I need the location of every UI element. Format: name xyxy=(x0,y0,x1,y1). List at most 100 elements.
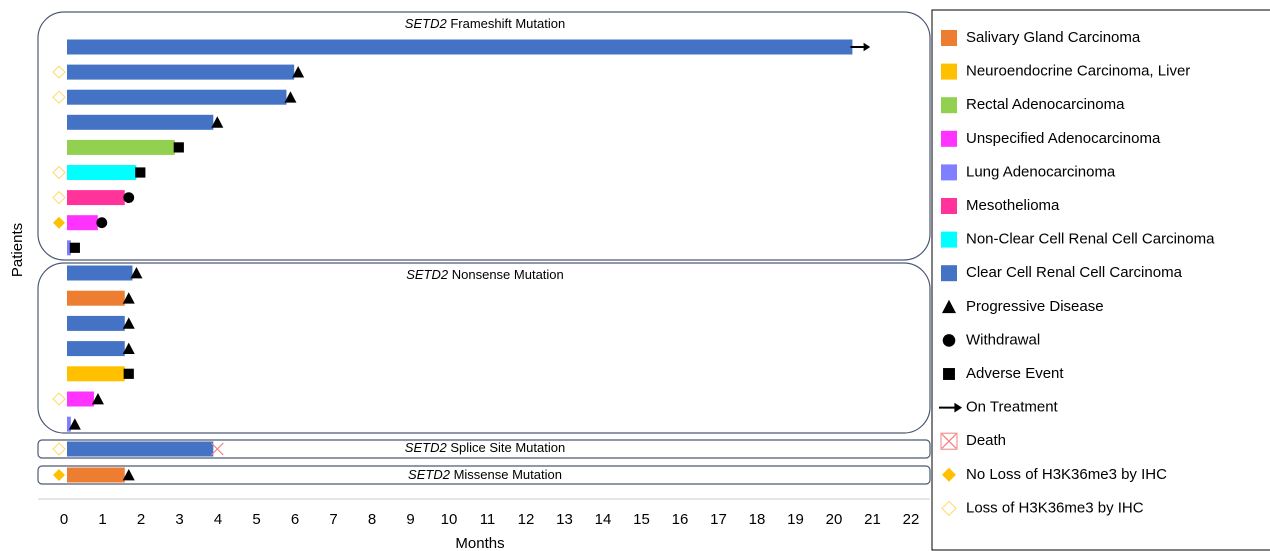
progressive-marker xyxy=(130,267,143,279)
no-loss-marker xyxy=(53,469,65,481)
x-tick-label: 8 xyxy=(368,511,376,528)
legend-label: On Treatment xyxy=(966,399,1059,416)
group-title: SETD2 Nonsense Mutation xyxy=(406,267,564,282)
x-tick-label: 19 xyxy=(787,511,804,528)
x-tick-label: 9 xyxy=(406,511,414,528)
group-title: SETD2 Missense Mutation xyxy=(408,467,562,482)
bar xyxy=(67,341,125,357)
group-label: Frameshift Mutation xyxy=(450,16,565,31)
x-tick-label: 5 xyxy=(252,511,260,528)
group-box xyxy=(37,262,931,434)
x-tick-label: 17 xyxy=(710,511,727,528)
legend-label: No Loss of H3K36me3 by IHC xyxy=(966,466,1167,483)
x-tick-label: 11 xyxy=(480,511,496,528)
withdrawal-marker xyxy=(96,217,108,229)
adverse-marker xyxy=(123,368,134,379)
group-gene: SETD2 xyxy=(406,267,449,282)
bar xyxy=(67,441,214,457)
death-marker xyxy=(210,442,224,456)
group-label: Splice Site Mutation xyxy=(450,440,565,455)
group-box xyxy=(37,439,931,459)
x-tick-label: 12 xyxy=(518,511,535,528)
group-gene: SETD2 xyxy=(405,440,448,455)
legend-swatch xyxy=(941,30,957,46)
legend-swatch xyxy=(941,265,957,282)
bar xyxy=(67,391,94,407)
bar xyxy=(67,64,295,80)
x-tick-label: 10 xyxy=(441,511,458,528)
y-axis-label: Patients xyxy=(9,223,26,277)
legend-label: Loss of H3K36me3 by IHC xyxy=(966,499,1144,516)
legend-swatch xyxy=(941,231,957,248)
group-label: Nonsense Mutation xyxy=(452,267,564,282)
x-axis-label: Months xyxy=(455,535,504,551)
group-title: SETD2 Splice Site Mutation xyxy=(405,440,565,455)
progressive-marker xyxy=(211,116,224,128)
adverse-marker xyxy=(173,142,184,153)
bar xyxy=(67,290,125,306)
x-tick-label: 2 xyxy=(137,511,145,528)
group-gene: SETD2 xyxy=(408,467,451,482)
progressive-marker xyxy=(122,292,135,304)
legend-swatch xyxy=(941,164,957,181)
bar xyxy=(67,165,137,180)
no-loss-marker xyxy=(53,216,65,229)
x-tick-label: 18 xyxy=(749,511,766,528)
legend-label: Death xyxy=(966,432,1006,449)
bar xyxy=(67,89,287,105)
x-tick-label: 20 xyxy=(826,511,843,528)
bar xyxy=(67,265,133,281)
loss-marker xyxy=(52,392,66,406)
x-tick-label: 22 xyxy=(903,511,920,528)
legend-label: Progressive Disease xyxy=(966,298,1104,315)
x-tick-label: 14 xyxy=(595,511,612,528)
adverse-marker xyxy=(943,368,955,380)
legend-swatch xyxy=(941,130,957,147)
legend-label: Withdrawal xyxy=(966,331,1040,348)
legend-label: Clear Cell Renal Cell Carcinoma xyxy=(966,264,1183,281)
arrow-head xyxy=(863,42,871,52)
legend-swatch xyxy=(941,97,957,114)
legend-box xyxy=(931,9,1270,551)
legend-label: Salivary Gland Carcinoma xyxy=(966,29,1141,46)
x-tick-label: 1 xyxy=(98,511,106,528)
legend-swatch xyxy=(941,198,957,214)
x-tick-label: 3 xyxy=(175,511,183,528)
bar xyxy=(67,467,125,483)
progressive-marker xyxy=(122,469,135,481)
x-tick-label: 4 xyxy=(214,511,222,528)
x-tick-label: 0 xyxy=(60,511,68,528)
x-tick-label: 16 xyxy=(672,511,689,528)
loss-marker xyxy=(52,165,66,180)
x-tick-label: 21 xyxy=(864,511,881,528)
legend-label: Neuroendocrine Carcinoma, Liver xyxy=(966,63,1190,80)
loss-marker xyxy=(52,190,66,205)
no-loss-marker xyxy=(942,467,956,482)
bar xyxy=(67,315,125,331)
adverse-marker xyxy=(69,242,80,253)
group-box xyxy=(37,465,931,485)
progressive-marker xyxy=(284,91,297,103)
bar xyxy=(67,39,853,55)
bar xyxy=(67,139,175,155)
death-marker xyxy=(941,433,957,449)
withdrawal-marker xyxy=(123,192,135,204)
legend-label: Adverse Event xyxy=(966,365,1064,382)
bar xyxy=(67,190,125,206)
arrow-head xyxy=(954,402,963,413)
group-gene: SETD2 xyxy=(405,16,448,31)
progressive-marker xyxy=(942,299,956,314)
legend-label: Unspecified Adenocarcinoma xyxy=(966,130,1161,147)
legend-label: Mesothelioma xyxy=(966,197,1060,214)
bar xyxy=(67,416,71,432)
legend-swatch xyxy=(941,63,957,80)
loss-marker xyxy=(941,500,957,517)
legend-label: Rectal Adenocarcinoma xyxy=(966,96,1125,113)
progressive-marker xyxy=(91,393,104,405)
x-tick-label: 6 xyxy=(291,511,299,528)
loss-marker xyxy=(52,90,66,104)
withdrawal-marker xyxy=(942,334,956,347)
bar xyxy=(67,366,125,382)
progressive-marker xyxy=(122,342,135,354)
